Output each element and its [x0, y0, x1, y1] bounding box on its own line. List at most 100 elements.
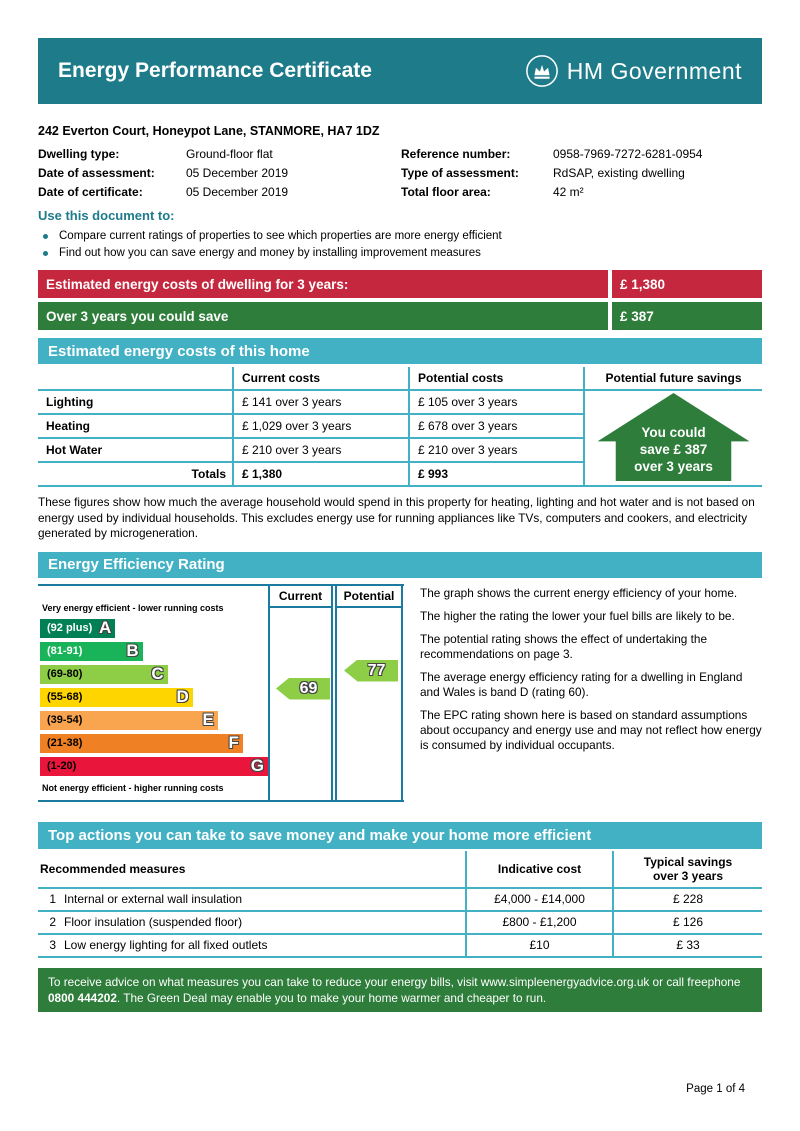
future-savings-cell: You could save £ 387 over 3 years [583, 391, 762, 487]
band-range: (55-68) [47, 691, 83, 703]
certificate-sheet: Energy Performance Certificate HM Govern… [38, 38, 762, 1012]
rating-bands: (92 plus) A (81-91) B (69-80) C (55-68) … [40, 618, 268, 780]
rating-paragraph: The higher the rating the lower your fue… [420, 608, 735, 623]
savings-banner: Over 3 years you could save £ 387 [38, 302, 762, 330]
freephone-number: 0800 444202 [48, 990, 117, 1005]
row-label-lighting: Lighting [38, 391, 232, 415]
current-rating-value: 69 [299, 679, 318, 697]
estimated-costs-banner: Estimated energy costs of dwelling for 3… [38, 270, 762, 298]
detail-label: Total floor area: [401, 185, 491, 199]
heating-potential-cost: £ 678 over 3 years [408, 415, 583, 439]
lighting-current-cost: £ 141 over 3 years [232, 391, 408, 415]
savings-header-line: over 3 years [652, 868, 724, 883]
graph-bottom-label: Not energy efficient - higher running co… [42, 782, 224, 793]
banner-label: Estimated energy costs of dwelling for 3… [38, 270, 608, 298]
measure-3-cost: £10 [465, 934, 612, 958]
detail-label: Date of certificate: [38, 185, 143, 199]
detail-label: Date of assessment: [38, 166, 155, 180]
hm-government-logo: HM Government [525, 54, 742, 88]
measure-1-cost: £4,000 - £14,000 [465, 888, 612, 912]
band-letter: E [202, 710, 214, 729]
rating-description: The graph shows the current energy effic… [404, 584, 762, 802]
band-range: (69-80) [47, 668, 83, 680]
measure-row-1: 1 Internal or external wall insulation [38, 889, 465, 912]
hot-water-current-cost: £ 210 over 3 years [232, 439, 408, 463]
column-header-current-costs: Current costs [232, 367, 408, 391]
potential-column: Potential [335, 585, 403, 800]
bullet-icon [43, 234, 48, 239]
band-d: (55-68) D [40, 687, 193, 707]
measure-text: Floor insulation (suspended floor) [64, 915, 243, 929]
measure-text: Low energy lighting for all fixed outlet… [64, 938, 268, 952]
current-rating-arrow: 69 [276, 677, 330, 700]
list-item: Compare current ratings of properties to… [38, 228, 762, 245]
logo-text: HM Government [566, 57, 742, 84]
column-header-savings: Typical savings over 3 years [612, 850, 762, 889]
detail-value: RdSAP, existing dwelling [553, 166, 685, 180]
epc-rating-graph: Very energy efficient - lower running co… [38, 583, 404, 802]
use-document-list: Compare current ratings of properties to… [38, 228, 762, 262]
measure-1-savings: £ 228 [612, 888, 762, 912]
rating-paragraph: The potential rating shows the effect of… [420, 631, 708, 661]
detail-value: Ground-floor flat [186, 147, 273, 161]
band-range: (1-20) [47, 760, 77, 772]
measure-row-2: 2 Floor insulation (suspended floor) [38, 912, 465, 935]
potential-column-header: Potential [337, 586, 401, 608]
measure-number: 2 [49, 915, 56, 929]
column-header-potential-costs: Potential costs [408, 367, 583, 391]
table-cell-empty [38, 367, 232, 391]
detail-value: 05 December 2019 [186, 185, 289, 199]
lighting-potential-cost: £ 105 over 3 years [408, 391, 583, 415]
band-f: (21-38) F [40, 733, 243, 753]
band-g: (1-20) G [40, 756, 268, 776]
band-range: (39-54) [47, 714, 83, 726]
rating-section: Very energy efficient - lower running co… [38, 583, 762, 802]
banner-label: Over 3 years you could save [38, 302, 608, 330]
potential-rating-arrow: 77 [344, 659, 398, 682]
measure-3-savings: £ 33 [612, 934, 762, 958]
column-header-future-savings: Potential future savings [583, 367, 762, 391]
list-item: Find out how you can save energy and mon… [38, 245, 762, 262]
band-c: (69-80) C [40, 664, 168, 684]
bullet-icon [43, 251, 48, 256]
measure-2-savings: £ 126 [612, 911, 762, 935]
detail-label: Reference number: [401, 147, 511, 161]
band-letter: A [98, 618, 112, 637]
band-letter: C [151, 664, 164, 683]
heating-current-cost: £ 1,029 over 3 years [232, 415, 408, 439]
row-label-hot-water: Hot Water [38, 439, 232, 463]
actions-section-title: Top actions you can take to save money a… [38, 821, 762, 849]
graph-top-label: Very energy efficient - lower running co… [42, 602, 224, 613]
rating-paragraph: The average energy efficiency rating for… [420, 669, 743, 699]
detail-value: 42 m² [553, 185, 584, 199]
band-range: (21-38) [47, 737, 83, 749]
band-b: (81-91) B [40, 641, 143, 661]
totals-potential: £ 993 [408, 463, 583, 487]
band-a: (92 plus) A [40, 618, 116, 638]
advice-text: To receive advice on what measures you c… [48, 974, 741, 989]
rating-section-title: Energy Efficiency Rating [38, 551, 762, 578]
measure-2-cost: £800 - £1,200 [465, 911, 612, 935]
costs-section-title: Estimated energy costs of this home [38, 338, 762, 364]
measure-number: 1 [49, 892, 56, 906]
header-band: Energy Performance Certificate HM Govern… [38, 38, 762, 104]
column-header-cost: Indicative cost [465, 850, 612, 889]
band-range: (92 plus) [47, 622, 93, 634]
band-range: (81-91) [47, 645, 83, 657]
band-letter: F [228, 733, 239, 752]
savings-header-line: Typical savings [643, 854, 733, 869]
totals-label: Totals [38, 463, 232, 487]
bullet-text: Find out how you can save energy and mon… [59, 247, 481, 259]
rating-paragraph: The EPC rating shown here is based on st… [420, 707, 762, 752]
hm-government-crest-icon [525, 55, 558, 87]
hot-water-potential-cost: £ 210 over 3 years [408, 439, 583, 463]
measure-row-3: 3 Low energy lighting for all fixed outl… [38, 935, 465, 958]
banner-value: £ 387 [612, 302, 762, 330]
use-document-heading: Use this document to: [38, 208, 175, 223]
savings-house-arrow: You could save £ 387 over 3 years [597, 393, 750, 481]
savings-callout-line: over 3 years [634, 459, 713, 474]
page-title: Energy Performance Certificate [58, 59, 372, 82]
actions-table: Recommended measures Indicative cost Typ… [38, 850, 762, 958]
property-address: 242 Everton Court, Honeypot Lane, STANMO… [38, 124, 380, 138]
